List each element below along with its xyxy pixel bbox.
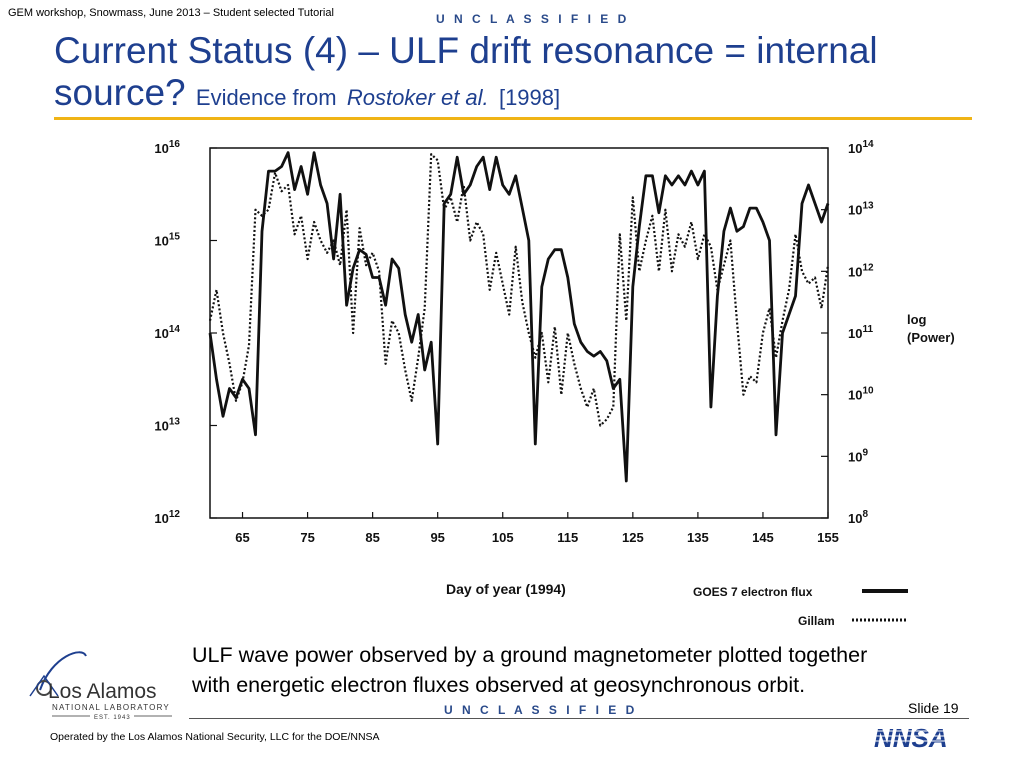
y-left-tick-label: 1013: [154, 417, 180, 434]
legend-gillam-label: Gillam: [798, 614, 835, 628]
x-tick-label: 75: [300, 530, 314, 545]
x-tick-label: 105: [492, 530, 514, 545]
x-tick-label: 125: [622, 530, 644, 545]
y-right-label-line2: (Power): [907, 330, 955, 345]
workshop-label: GEM workshop, Snowmass, June 2013 – Stud…: [8, 7, 334, 19]
caption-line-1: ULF wave power observed by a ground magn…: [192, 643, 868, 667]
x-tick-label: 95: [430, 530, 444, 545]
y-right-tick-label: 1014: [848, 139, 874, 156]
y-right-tick-label: 1012: [848, 262, 874, 279]
y-right-tick-label: 1011: [848, 324, 873, 341]
y-right-tick-label: 108: [848, 509, 868, 526]
classification-top: U N C L A S S I F I E D: [436, 12, 630, 26]
slide-title: Current Status (4) – ULF drift resonance…: [54, 30, 994, 119]
x-tick-label: 145: [752, 530, 774, 545]
y-left-tick-label: 1016: [154, 139, 180, 156]
title-year: [1998]: [498, 85, 561, 110]
x-tick-label: 65: [235, 530, 249, 545]
title-line-1: Current Status (4) – ULF drift resonance…: [54, 30, 878, 71]
figure-caption: ULF wave power observed by a ground magn…: [192, 640, 1012, 700]
title-evidence: Evidence from: [195, 85, 337, 110]
y-right-label-line1: log: [907, 312, 927, 327]
goes-flux-line: [208, 151, 830, 483]
y-left-tick-label: 1012: [154, 509, 180, 526]
flux-power-chart: 65 75 85 95 105 115 125 135 145 155 1012 1013 1014 10…: [154, 139, 955, 628]
gillam-line: [208, 153, 830, 427]
classification-bottom: U N C L A S S I F I E D: [444, 703, 638, 717]
nnsa-text: NNSA: [874, 723, 948, 753]
y-left-tick-label: 1014: [154, 324, 180, 341]
x-axis-label: Day of year (1994): [446, 581, 566, 597]
logo-circle: [36, 680, 52, 696]
title-author: Rostoker et al.: [346, 85, 489, 110]
los-alamos-logo: Los Alamos NATIONAL LABORATORY EST. 1943: [29, 651, 172, 721]
logo-mountain: [29, 674, 59, 697]
title-rule: [54, 117, 972, 120]
series-group: [208, 151, 830, 483]
logo-name: Los Alamos: [48, 680, 157, 703]
y-right-tick-label: 1013: [848, 201, 874, 218]
title-line-2: source? Evidence from Rostoker et al. [1…: [54, 72, 994, 119]
operated-by-text: Operated by the Los Alamos National Secu…: [50, 731, 380, 743]
plot-frame: [209, 147, 829, 519]
y-left-tick-label: 1015: [154, 232, 180, 249]
logo-lab: NATIONAL LABORATORY: [52, 703, 170, 712]
y-right-tick-label: 1010: [848, 386, 874, 403]
logo-est: EST. 1943: [94, 715, 131, 721]
x-tick-label: 115: [557, 530, 578, 545]
nnsa-stripes: [872, 730, 972, 742]
footer-rule: [189, 718, 969, 719]
y-right-label: log (Power): [907, 312, 955, 345]
x-tick-label: 135: [687, 530, 709, 545]
tick-group: 65 75 85 95 105 115 125 135 145 155 1012 1013 1014 10…: [154, 139, 874, 545]
legend-goes-label: GOES 7 electron flux: [693, 585, 813, 599]
slide-number: Slide 19: [908, 700, 959, 716]
chart-legend: GOES 7 electron flux Gillam: [693, 585, 908, 628]
x-tick-label: 85: [365, 530, 379, 545]
caption-line-2: with energetic electron fluxes observed …: [192, 673, 806, 697]
y-right-tick-label: 109: [848, 447, 868, 464]
nnsa-logo: NNSA: [872, 723, 972, 753]
title-source: source?: [54, 72, 186, 113]
x-tick-label: 155: [817, 530, 839, 545]
